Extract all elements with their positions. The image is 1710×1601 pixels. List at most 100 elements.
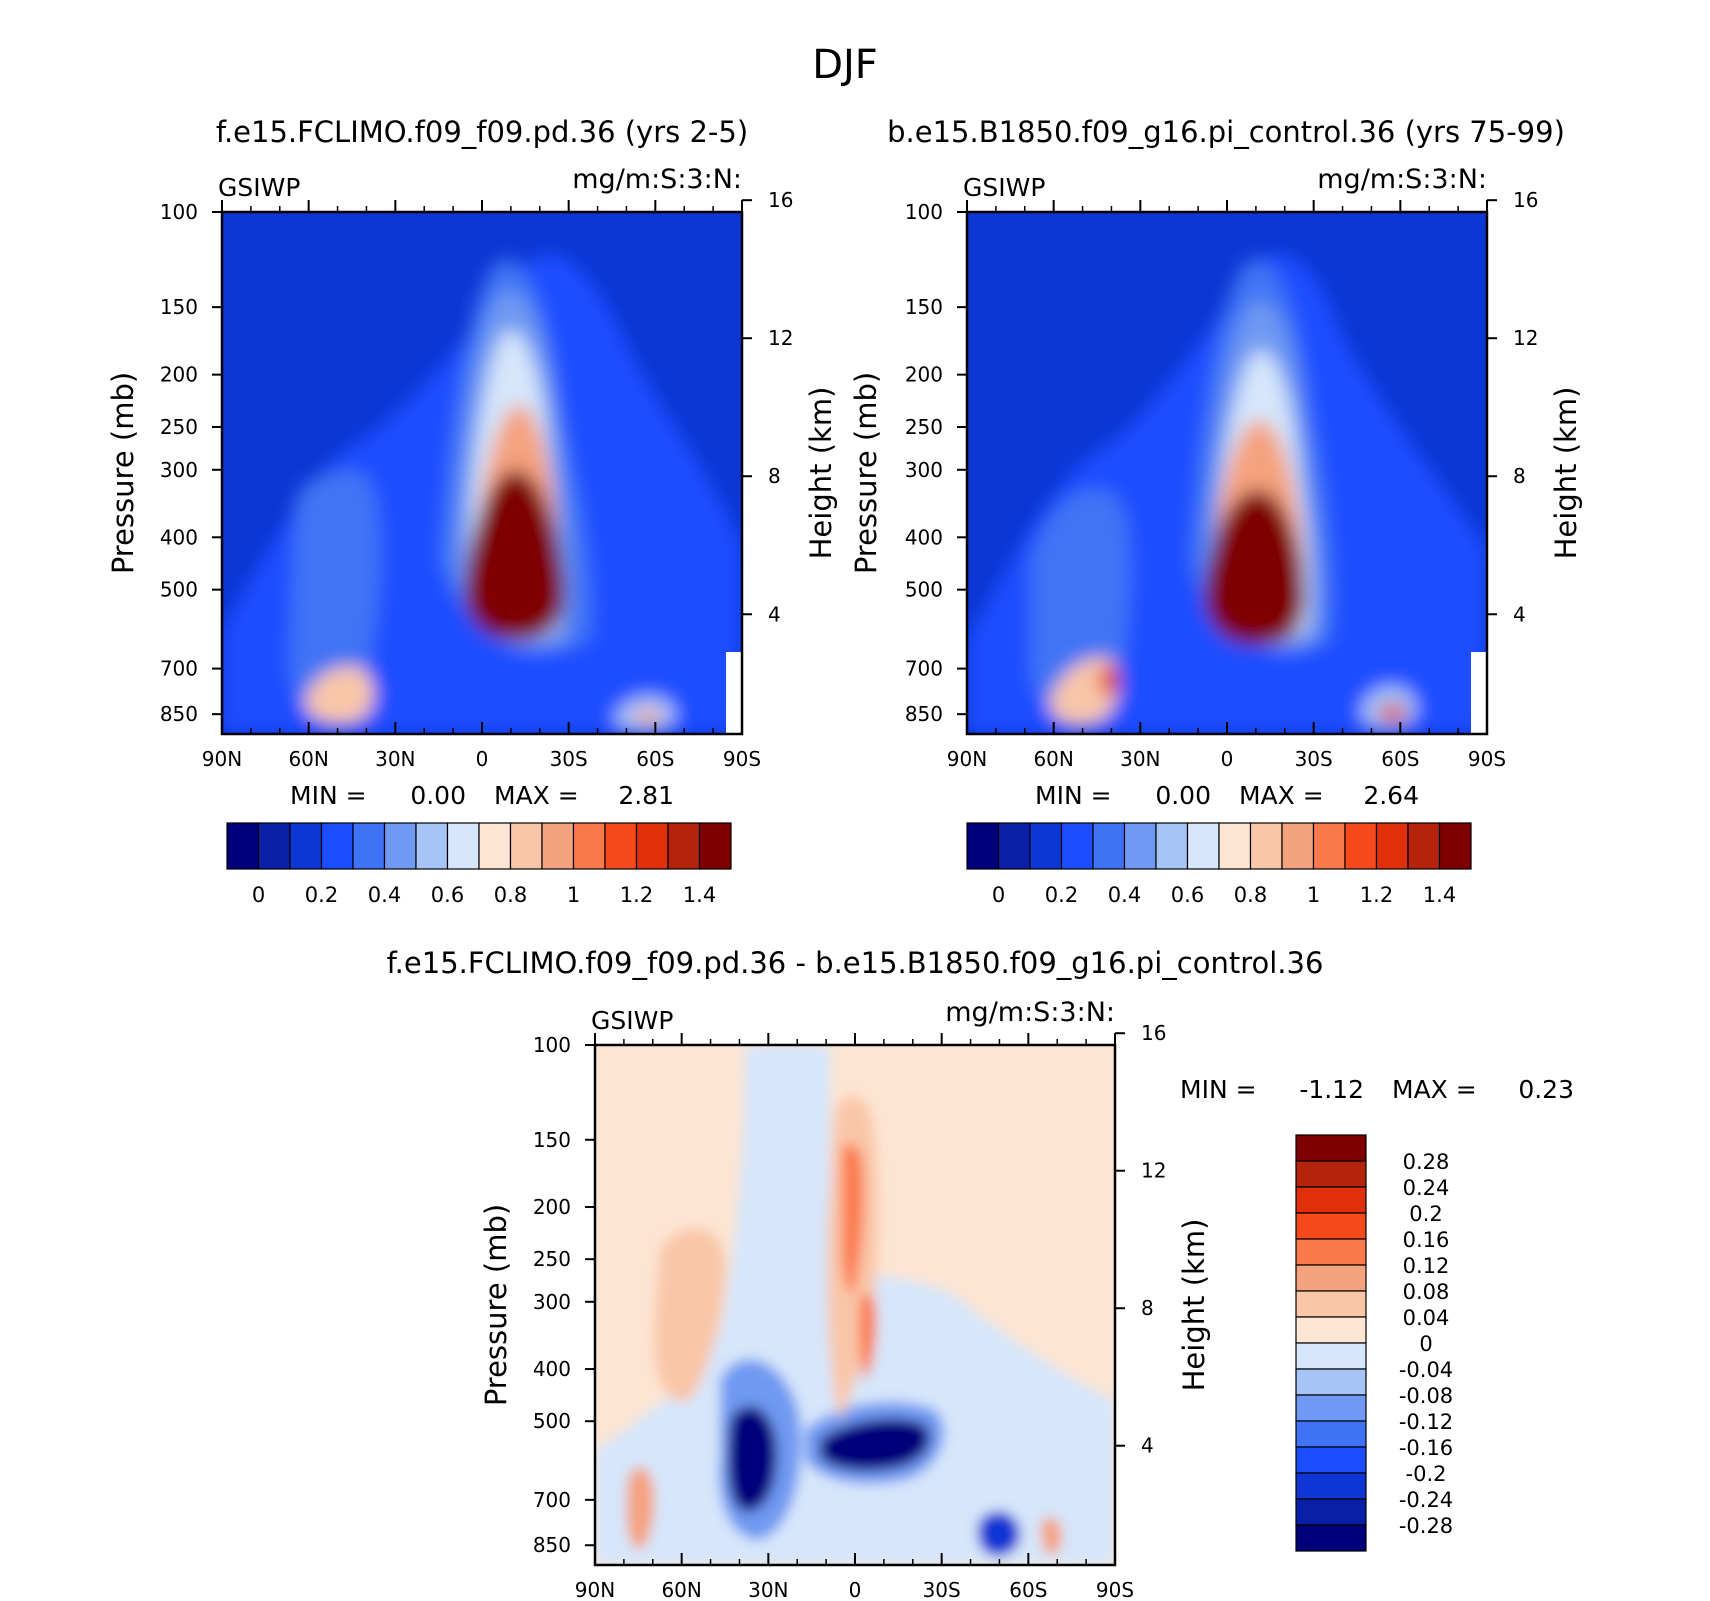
- x-tick-label: 90N: [947, 747, 987, 771]
- colorbar-swatch: [1295, 1472, 1367, 1500]
- panel-1-min-label: MIN =: [290, 781, 367, 810]
- colorbar-swatch: [966, 822, 1000, 870]
- panel-1-missing-region: [726, 652, 742, 734]
- colorbar-swatch: [1295, 1290, 1367, 1318]
- y-tick-label: 200: [160, 363, 198, 387]
- panel-2-contours: [967, 253, 1487, 734]
- colorbar-swatch: [1249, 822, 1283, 870]
- y-tick-label: 100: [533, 1033, 571, 1057]
- colorbar-swatch: [1295, 1342, 1367, 1370]
- colorbar-label: 0.8: [1234, 883, 1267, 907]
- colorbar-label: 1.4: [683, 883, 716, 907]
- panel-3-max-value: 0.23: [1518, 1075, 1574, 1104]
- colorbar-swatch: [1295, 1264, 1367, 1292]
- y-tick-label: 700: [533, 1488, 571, 1512]
- y2-tick-label: 4: [768, 602, 781, 626]
- figure-title: DJF: [812, 42, 878, 88]
- colorbar-swatch: [1123, 822, 1157, 870]
- colorbar-swatch: [1029, 822, 1063, 870]
- colorbar-label: -0.08: [1399, 1384, 1453, 1408]
- x-tick-label: 90S: [1468, 747, 1506, 771]
- colorbar-label: 0.4: [368, 883, 401, 907]
- x-tick-label: 0: [849, 1578, 862, 1601]
- colorbar-label: -0.2: [1406, 1462, 1447, 1486]
- panel-2-ylabel: Pressure (mb): [849, 372, 883, 574]
- y-tick-label: 700: [905, 657, 943, 681]
- panel-2-max-label: MAX =: [1239, 781, 1324, 810]
- x-tick-label: 30S: [550, 747, 588, 771]
- panel-1-ylabel: Pressure (mb): [106, 372, 140, 574]
- panel-1-y2label: Height (km): [804, 387, 838, 560]
- colorbar-label: 0: [992, 883, 1005, 907]
- colorbar-swatch: [1155, 822, 1189, 870]
- colorbar-label: 0.16: [1403, 1228, 1450, 1252]
- colorbar-label: -0.04: [1399, 1358, 1453, 1382]
- x-tick-label: 90S: [723, 747, 761, 771]
- colorbar-swatch: [1295, 1420, 1367, 1448]
- x-tick-label: 60N: [1033, 747, 1073, 771]
- colorbar-label: 1.2: [620, 883, 653, 907]
- y-tick-label: 150: [533, 1128, 571, 1152]
- panel-1-title: f.e15.FCLIMO.f09_f09.pd.36 (yrs 2-5): [216, 115, 748, 149]
- colorbar-label: 1.4: [1423, 883, 1456, 907]
- colorbar-swatch: [478, 822, 512, 870]
- y2-tick-label: 8: [768, 464, 781, 488]
- y2-tick-label: 8: [1513, 464, 1526, 488]
- y-tick-label: 100: [160, 200, 198, 224]
- x-tick-label: 90N: [202, 747, 242, 771]
- colorbar-swatch: [352, 822, 386, 870]
- colorbar-swatch: [1438, 822, 1472, 870]
- colorbar-swatch: [1295, 1524, 1367, 1552]
- panel-3-axes: 90N 60N 30N 0 30S 60S 90S 100 150 200 250 300 400 500…: [533, 1021, 1167, 1601]
- y2-tick-label: 4: [1141, 1434, 1154, 1458]
- panel-3-y2label: Height (km): [1177, 1219, 1211, 1392]
- panel-2: b.e15.B1850.f09_g16.pi_control.36 (yrs 7…: [849, 115, 1583, 907]
- colorbar-label: 0.08: [1403, 1280, 1450, 1304]
- colorbar-label: 0.28: [1403, 1150, 1450, 1174]
- x-tick-label: 90S: [1096, 1578, 1134, 1601]
- colorbar-swatch: [1295, 1212, 1367, 1240]
- panel-2-missing-region: [1471, 652, 1487, 734]
- colorbar-swatch: [1060, 822, 1094, 870]
- colorbar-swatch: [1295, 1134, 1367, 1162]
- y-tick-label: 400: [533, 1357, 571, 1381]
- panel-3-ylabel: Pressure (mb): [479, 1204, 513, 1406]
- colorbar-swatch: [1295, 1446, 1367, 1474]
- y2-tick-label: 12: [1513, 326, 1538, 350]
- colorbar-swatch: [226, 822, 260, 870]
- colorbar-swatch: [1295, 1498, 1367, 1526]
- colorbar-label: 0: [1419, 1332, 1432, 1356]
- y2-tick-label: 4: [1513, 602, 1526, 626]
- panel-2-colorbar: 0 0.2 0.4 0.6 0.8 1 1.2 1.4: [966, 822, 1472, 907]
- x-tick-label: 60S: [636, 747, 674, 771]
- x-tick-label: 60N: [288, 747, 328, 771]
- colorbar-swatch: [635, 822, 669, 870]
- colorbar-swatch: [289, 822, 323, 870]
- y-tick-label: 100: [905, 200, 943, 224]
- colorbar-label: 0.04: [1403, 1306, 1450, 1330]
- y-tick-label: 850: [905, 702, 943, 726]
- colorbar-label: 0.2: [305, 883, 338, 907]
- colorbar-swatch: [1092, 822, 1126, 870]
- colorbar-swatch: [1281, 822, 1315, 870]
- panel-3-max-label: MAX =: [1392, 1075, 1477, 1104]
- y2-tick-label: 16: [1513, 188, 1538, 212]
- colorbar-swatch: [667, 822, 701, 870]
- panel-2-title: b.e15.B1850.f09_g16.pi_control.36 (yrs 7…: [887, 115, 1565, 149]
- panel-1-field: [222, 212, 742, 734]
- y2-tick-label: 12: [768, 326, 793, 350]
- colorbar-label: -0.28: [1399, 1514, 1453, 1538]
- panel-3-stats: MIN = -1.12 MAX = 0.23: [1180, 1075, 1574, 1104]
- panel-3-contours: [595, 1045, 1115, 1565]
- panel-1-axes: 90N 60N 30N 0 30S 60S 90S 100 150 200 250 300 400 500…: [160, 188, 794, 771]
- colorbar-label: 0.8: [494, 883, 527, 907]
- colorbar-swatch: [1375, 822, 1409, 870]
- colorbar-label: -0.12: [1399, 1410, 1453, 1434]
- x-tick-label: 0: [1221, 747, 1234, 771]
- y2-tick-label: 12: [1141, 1159, 1166, 1183]
- x-tick-label: 30N: [1120, 747, 1160, 771]
- panel-2-y2label: Height (km): [1549, 387, 1583, 560]
- panel-1: f.e15.FCLIMO.f09_f09.pd.36 (yrs 2-5) GSI…: [106, 115, 838, 907]
- panel-2-variable: GSIWP: [963, 173, 1045, 202]
- panel-1-units: mg/m:S:3:N:: [572, 164, 742, 195]
